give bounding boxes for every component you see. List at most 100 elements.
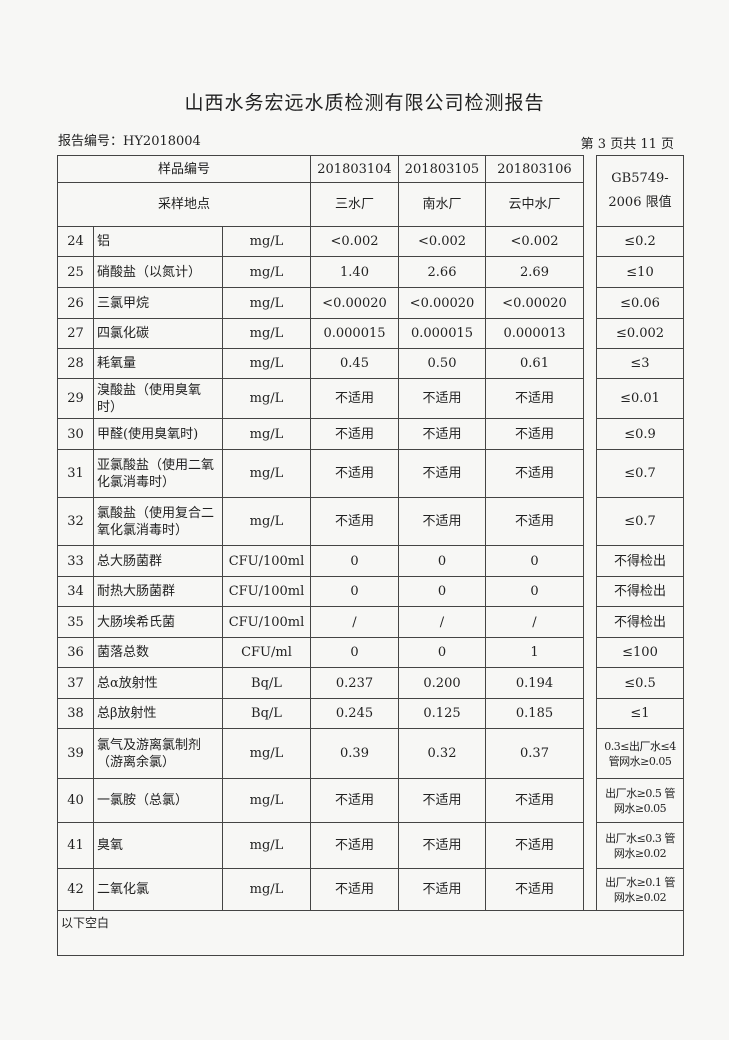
limit-value: 出厂水≥0.1 管网水≥0.02	[596, 868, 684, 911]
item-no: 30	[57, 418, 94, 450]
table-row: 31 亚氯酸盐（使用二氧化氯消毒时） mg/L 不适用 不适用 不适用 ≤0.7	[57, 449, 684, 498]
value: <0.002	[485, 226, 584, 257]
item-name: 氯气及游离氯制剂（游离余氯）	[93, 728, 223, 779]
item-name: 三氯甲烷	[93, 287, 223, 319]
limit-value: 出厂水≤0.3 管网水≥0.02	[596, 822, 684, 869]
value: 0.32	[398, 728, 486, 779]
value: 0.50	[398, 348, 486, 379]
table-row: 27 四氯化碳 mg/L 0.000015 0.000015 0.000013 ≤0.002	[57, 318, 684, 349]
report-number: 报告编号：HY2018004	[58, 134, 201, 149]
value: 0.61	[485, 348, 584, 379]
table-row: 33 总大肠菌群 CFU/100ml 0 0 0 不得检出	[57, 545, 684, 577]
table-row: 26 三氯甲烷 mg/L <0.00020 <0.00020 <0.00020 ≤0.06	[57, 287, 684, 319]
limit-value: 0.3≤出厂水≤4 管网水≥0.05	[596, 728, 684, 779]
value: 不适用	[310, 778, 399, 823]
gap-cell	[583, 287, 597, 319]
table-row: 40 一氯胺（总氯） mg/L 不适用 不适用 不适用 出厂水≥0.5 管网水≥0.05	[57, 778, 684, 823]
limit-value: ≤0.06	[596, 287, 684, 319]
table-row: 41 臭氧 mg/L 不适用 不适用 不适用 出厂水≤0.3 管网水≥0.02	[57, 822, 684, 869]
item-name: 一氯胺（总氯）	[93, 778, 223, 823]
value: 不适用	[398, 497, 486, 546]
site: 云中水厂	[485, 182, 584, 227]
value: 不适用	[485, 868, 584, 911]
value: 0.39	[310, 728, 399, 779]
site: 南水厂	[398, 182, 486, 227]
value: 0.245	[310, 698, 399, 729]
item-no: 33	[57, 545, 94, 577]
table-row: 25 硝酸盐（以氮计） mg/L 1.40 2.66 2.69 ≤10	[57, 256, 684, 288]
table-row: 35 大肠埃希氏菌 CFU/100ml / / / 不得检出	[57, 606, 684, 638]
limit-value: ≤0.5	[596, 667, 684, 699]
item-unit: CFU/100ml	[222, 576, 311, 607]
value: /	[485, 606, 584, 638]
value: 0	[398, 637, 486, 668]
gap-cell	[583, 155, 597, 227]
gap-cell	[583, 667, 597, 699]
item-unit: mg/L	[222, 497, 311, 546]
gap-cell	[583, 449, 597, 498]
value: /	[310, 606, 399, 638]
value: 0	[310, 637, 399, 668]
value: 0	[310, 576, 399, 607]
page-info: 第 3 页共 11 页	[580, 137, 674, 152]
sample-no: 201803104	[310, 155, 399, 183]
item-name: 铝	[93, 226, 223, 257]
gap-cell	[583, 637, 597, 668]
gap-cell	[583, 606, 597, 638]
gap-cell	[583, 378, 597, 419]
value: 0.45	[310, 348, 399, 379]
item-unit: mg/L	[222, 449, 311, 498]
value: 0.194	[485, 667, 584, 699]
table-row: 34 耐热大肠菌群 CFU/100ml 0 0 0 不得检出	[57, 576, 684, 607]
item-unit: Bq/L	[222, 667, 311, 699]
value: 不适用	[485, 822, 584, 869]
value: 0.000013	[485, 318, 584, 349]
item-name: 四氯化碳	[93, 318, 223, 349]
value: 不适用	[485, 449, 584, 498]
item-unit: CFU/100ml	[222, 545, 311, 577]
item-name: 亚氯酸盐（使用二氧化氯消毒时）	[93, 449, 223, 498]
item-no: 28	[57, 348, 94, 379]
item-no: 41	[57, 822, 94, 869]
gap-cell	[583, 318, 597, 349]
value: 0.185	[485, 698, 584, 729]
results-table: 样品编号 201803104 201803105 201803106 GB574…	[57, 155, 684, 956]
value: 不适用	[398, 449, 486, 498]
value: 不适用	[398, 778, 486, 823]
value: 0	[485, 545, 584, 577]
item-no: 25	[57, 256, 94, 288]
table-row: 24 铝 mg/L <0.002 <0.002 <0.002 ≤0.2	[57, 226, 684, 257]
value: 0.000015	[310, 318, 399, 349]
item-unit: mg/L	[222, 418, 311, 450]
limit-value: ≤0.9	[596, 418, 684, 450]
gap-cell	[583, 418, 597, 450]
limit-value: 不得检出	[596, 545, 684, 577]
item-unit: mg/L	[222, 378, 311, 419]
item-no: 32	[57, 497, 94, 546]
item-name: 菌落总数	[93, 637, 223, 668]
limit-value: ≤0.002	[596, 318, 684, 349]
value: <0.002	[310, 226, 399, 257]
item-no: 40	[57, 778, 94, 823]
site: 三水厂	[310, 182, 399, 227]
item-name: 甲醛(使用臭氧时)	[93, 418, 223, 450]
value: <0.00020	[398, 287, 486, 319]
item-unit: mg/L	[222, 318, 311, 349]
value: 0	[398, 545, 486, 577]
item-name: 大肠埃希氏菌	[93, 606, 223, 638]
sample-no-label: 样品编号	[57, 155, 311, 183]
value: 0	[485, 576, 584, 607]
item-no: 38	[57, 698, 94, 729]
value: 0.237	[310, 667, 399, 699]
limit-value: 不得检出	[596, 606, 684, 638]
item-no: 42	[57, 868, 94, 911]
value: 0	[398, 576, 486, 607]
gap-cell	[583, 576, 597, 607]
table-row: 29 溴酸盐（使用臭氧时） mg/L 不适用 不适用 不适用 ≤0.01	[57, 378, 684, 419]
item-unit: CFU/100ml	[222, 606, 311, 638]
item-unit: mg/L	[222, 778, 311, 823]
table-row: 42 二氧化氯 mg/L 不适用 不适用 不适用 出厂水≥0.1 管网水≥0.02	[57, 868, 684, 911]
table-row: 38 总β放射性 Bq/L 0.245 0.125 0.185 ≤1	[57, 698, 684, 729]
gap-cell	[583, 822, 597, 869]
